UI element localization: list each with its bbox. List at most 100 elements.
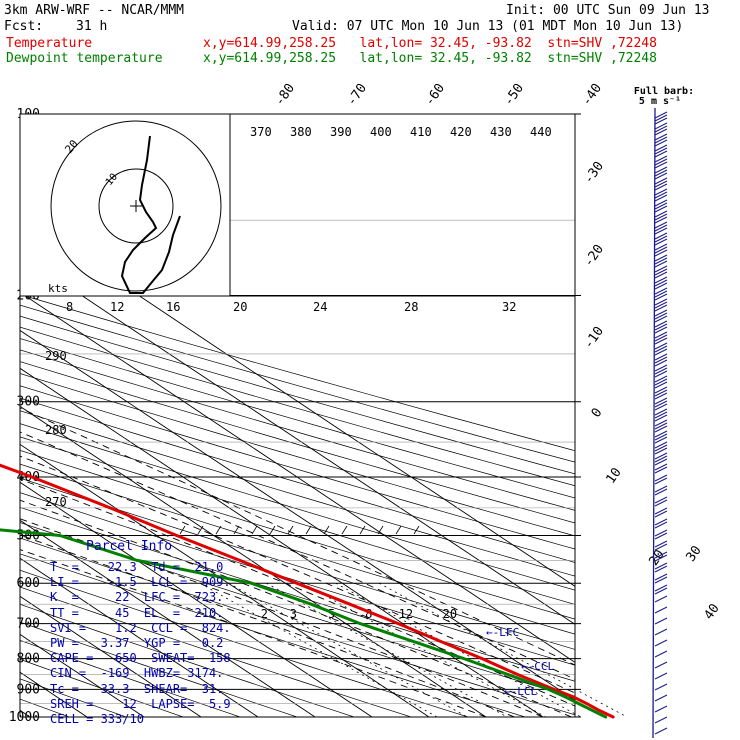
wind-barb bbox=[654, 540, 668, 548]
wind-barb bbox=[654, 672, 668, 680]
theta-label: 370 bbox=[250, 125, 272, 139]
wind-barb bbox=[654, 144, 668, 152]
wind-barb bbox=[654, 474, 668, 482]
hodograph-units: kts bbox=[48, 282, 68, 295]
wind-barb bbox=[654, 265, 668, 273]
wind-barb bbox=[654, 114, 668, 122]
dewpoint-trace bbox=[0, 528, 608, 719]
wind-barb bbox=[654, 364, 668, 372]
wind-barb bbox=[654, 147, 668, 155]
temperature-tick-label: -50 bbox=[501, 81, 527, 109]
mixing-ratio-label: 3 bbox=[290, 607, 297, 621]
wind-barb bbox=[654, 444, 668, 452]
wind-barb bbox=[654, 257, 668, 265]
wind-barb bbox=[654, 279, 668, 287]
wind-barb bbox=[654, 243, 668, 251]
wind-barb bbox=[654, 268, 668, 276]
wind-barb bbox=[654, 587, 668, 595]
moist-adiabat-line bbox=[20, 518, 544, 717]
wind-barb bbox=[654, 565, 668, 573]
hodograph-speed-label: 16 bbox=[166, 300, 180, 314]
mixing-ratio-label: 8 bbox=[365, 607, 372, 621]
wind-barb bbox=[654, 202, 668, 210]
wind-barb bbox=[654, 477, 668, 485]
moist-adiabat-line bbox=[20, 455, 575, 694]
annotation-lcl: ←-LCL bbox=[504, 685, 537, 698]
wind-barb bbox=[654, 628, 668, 636]
parcel-info-row: CELL = 333/10 bbox=[50, 712, 144, 726]
wind-barb bbox=[654, 254, 668, 262]
wind-barb bbox=[654, 172, 668, 180]
wind-barb bbox=[654, 326, 668, 334]
wind-barb bbox=[654, 543, 668, 551]
pressure-tick-label: 800 bbox=[17, 652, 40, 667]
init-time: Init: 00 UTC Sun 09 Jun 13 bbox=[506, 3, 710, 18]
parcel-info-row: TT = 45 EL = 210. bbox=[50, 605, 224, 620]
forecast-hour: 31 h bbox=[76, 19, 108, 34]
wind-barb bbox=[654, 375, 668, 383]
wind-barb bbox=[654, 532, 668, 540]
wind-barb bbox=[654, 386, 668, 394]
wind-barb bbox=[654, 705, 668, 713]
wind-barb bbox=[654, 716, 668, 724]
hodograph-trace bbox=[120, 135, 181, 294]
wind-barb bbox=[654, 183, 668, 191]
theta-label: 410 bbox=[410, 125, 432, 139]
wind-barb bbox=[654, 216, 668, 224]
wind-barb bbox=[654, 551, 668, 559]
hodograph-outer-ring bbox=[50, 120, 222, 292]
forecast-label: Fcst: bbox=[4, 19, 44, 34]
mixing-ratio-line bbox=[199, 582, 438, 718]
wind-barb bbox=[654, 246, 668, 254]
temperature-tick-label: 10 bbox=[603, 465, 624, 486]
wind-barb bbox=[654, 433, 668, 441]
wind-barb bbox=[654, 425, 668, 433]
wind-barb bbox=[654, 315, 668, 323]
wind-barb bbox=[654, 235, 668, 243]
temperature-tick-label: -70 bbox=[344, 81, 370, 109]
temperature-tick-label: -80 bbox=[272, 81, 298, 109]
theta-label: 390 bbox=[330, 125, 352, 139]
hodograph-speed-label: 28 bbox=[404, 300, 418, 314]
temperature-tick-label: 20 bbox=[646, 547, 667, 568]
wind-barb bbox=[654, 356, 668, 364]
wind-barb bbox=[654, 408, 668, 416]
wind-barb bbox=[654, 249, 668, 257]
moist-adiabat-line bbox=[20, 534, 515, 717]
wind-barb bbox=[654, 122, 668, 130]
wind-barb bbox=[654, 554, 668, 562]
wind-barb bbox=[654, 227, 668, 235]
parcel-tick bbox=[413, 525, 420, 535]
wind-barb bbox=[654, 441, 668, 449]
pressure-tick-label: 300 bbox=[17, 395, 40, 410]
wind-barb bbox=[654, 180, 668, 188]
parcel-info-row: Tc = 33.3 SHEAR= 31. bbox=[50, 681, 224, 696]
pressure-tick-label: 700 bbox=[17, 617, 40, 632]
wind-barb bbox=[654, 224, 668, 232]
temperature-tick-label: 30 bbox=[683, 543, 704, 564]
moist-adiabat-line bbox=[20, 478, 575, 707]
pressure-tick-label: 900 bbox=[17, 682, 40, 697]
parcel-info-row: K = 22 LFC = 723. bbox=[50, 590, 224, 605]
wind-barb bbox=[654, 155, 668, 163]
wind-barb bbox=[654, 436, 668, 444]
parcel-tick bbox=[323, 525, 330, 535]
temperature-tick-label: -30 bbox=[581, 159, 607, 187]
parcel-tick bbox=[359, 525, 366, 535]
parcel-info-row: PW = 3.37 YGP = 0.2 bbox=[50, 636, 224, 650]
annotation-ccl: ←-CCL bbox=[521, 660, 554, 673]
wind-barb bbox=[654, 312, 668, 320]
wind-barb bbox=[654, 238, 668, 246]
parcel-info-row: T = 22.3 Td = 21.0 bbox=[50, 560, 224, 574]
parcel-info-title: Parcel Info bbox=[86, 539, 173, 554]
wind-barb bbox=[654, 727, 668, 735]
wind-barb bbox=[654, 166, 668, 174]
wind-barb bbox=[654, 370, 668, 378]
wind-barb bbox=[654, 496, 668, 504]
wind-barb bbox=[654, 606, 668, 614]
mixing-ratio-label: 20 bbox=[443, 607, 457, 621]
wind-barb bbox=[654, 133, 668, 141]
wind-barb bbox=[654, 595, 668, 603]
wind-barb bbox=[654, 430, 668, 438]
